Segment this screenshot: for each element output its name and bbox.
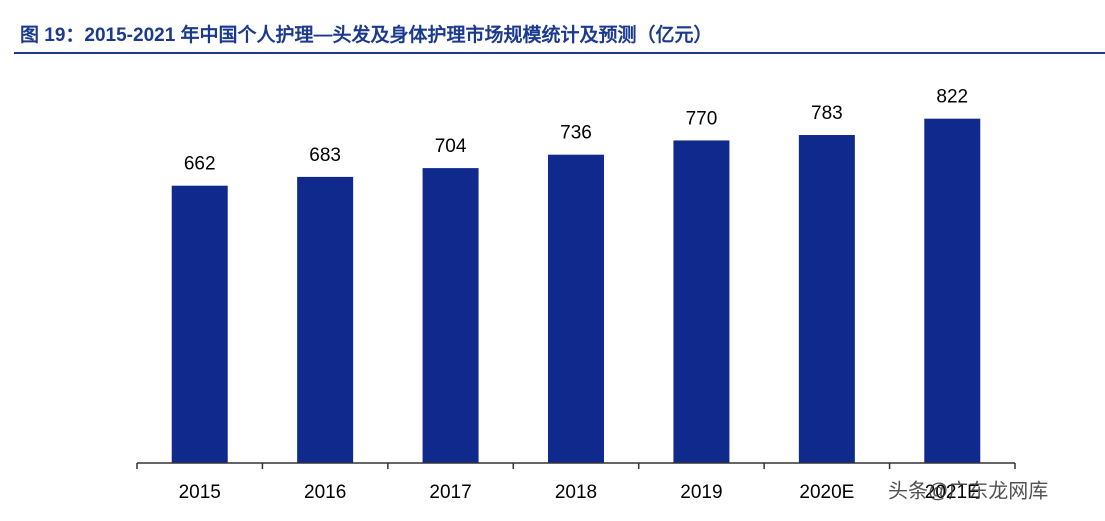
plot-area: 662 2015 683 2016 704 2017 736 2018 770 2019 783 20… bbox=[136, 87, 1016, 503]
value-label: 783 bbox=[811, 103, 843, 124]
watermark: 头条@广东龙网库 bbox=[888, 479, 1048, 502]
chart-title: 图 19：2015-2021 年中国个人护理—头发及身体护理市场规模统计及预测（… bbox=[20, 23, 713, 46]
x-tick-label: 2020E bbox=[799, 482, 854, 503]
x-tick-label: 2015 bbox=[179, 482, 221, 503]
x-tick-label: 2019 bbox=[680, 482, 722, 503]
bar bbox=[422, 168, 479, 463]
value-label: 683 bbox=[309, 145, 341, 166]
value-label: 662 bbox=[184, 154, 216, 175]
value-label: 822 bbox=[936, 87, 968, 108]
bar bbox=[171, 185, 228, 463]
value-label: 770 bbox=[686, 108, 718, 129]
x-tick-label: 2017 bbox=[429, 482, 471, 503]
bar bbox=[297, 176, 354, 463]
x-tick-label: 2021E bbox=[925, 482, 980, 503]
bar bbox=[798, 135, 855, 463]
value-label: 704 bbox=[435, 136, 467, 157]
x-tick-label: 2018 bbox=[555, 482, 597, 503]
bar bbox=[548, 154, 604, 463]
bar bbox=[924, 118, 981, 463]
bar bbox=[673, 140, 730, 463]
x-tick-label: 2016 bbox=[304, 482, 346, 503]
value-label: 736 bbox=[560, 123, 592, 144]
